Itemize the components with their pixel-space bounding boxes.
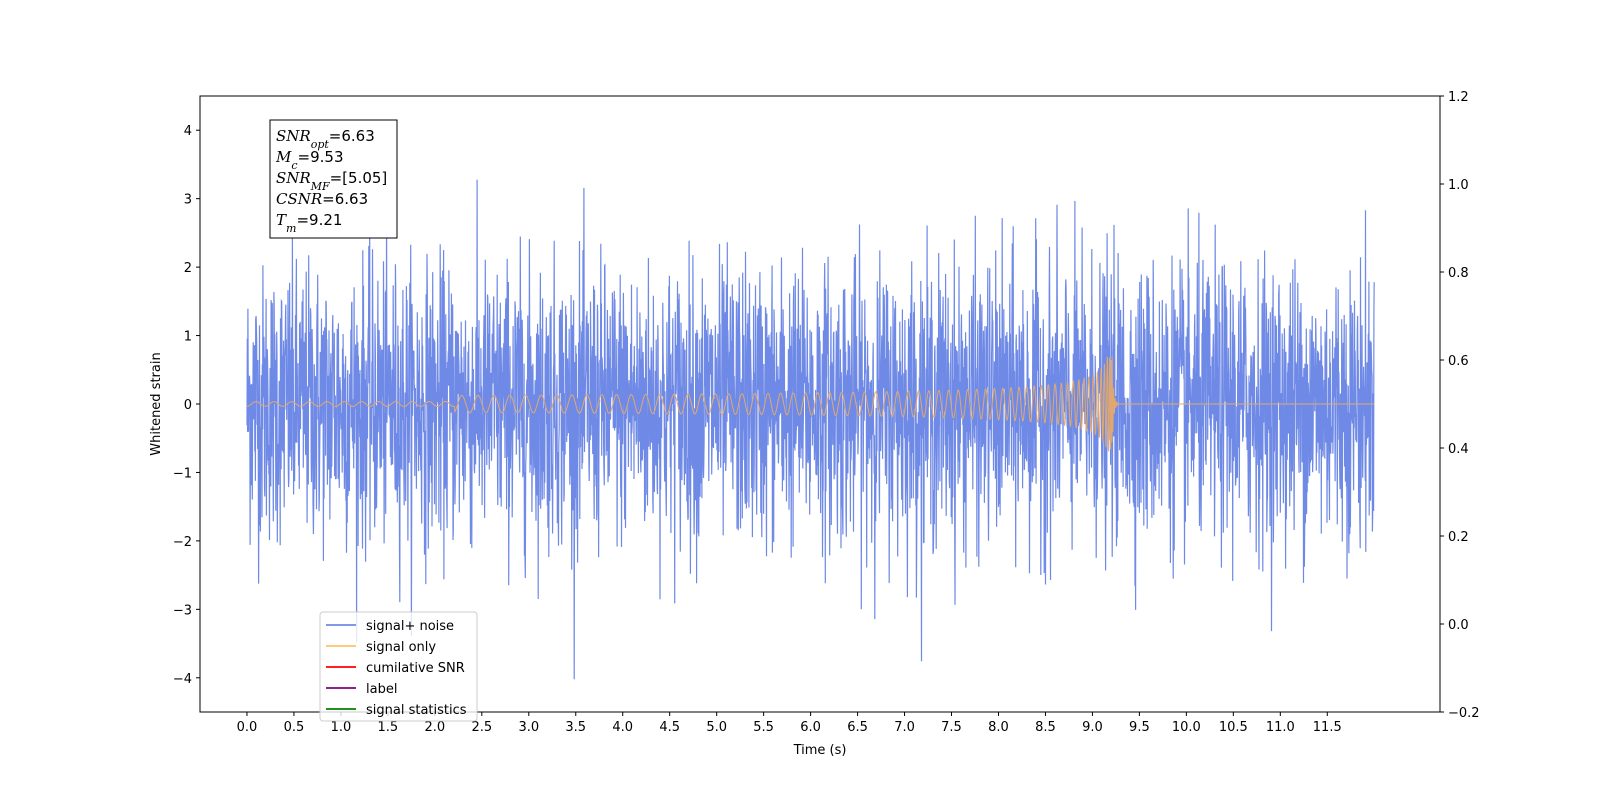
annotation-line: CSNR=6.63 xyxy=(276,190,368,208)
x-tick-label: 0.0 xyxy=(237,720,258,735)
annotation-line: SNRMF=[5.05] xyxy=(276,169,387,193)
x-tick-label: 2.0 xyxy=(425,720,446,735)
legend-label: signal statistics xyxy=(366,703,467,718)
y2-tick-label: 0.6 xyxy=(1448,354,1469,369)
y2-tick-label: 1.0 xyxy=(1448,178,1469,193)
x-tick-label: 5.0 xyxy=(706,720,727,735)
y-tick-label: 0 xyxy=(184,398,192,413)
x-tick-label: 3.0 xyxy=(518,720,539,735)
series-signal-only xyxy=(247,356,1375,452)
y2-tick-label: 0.2 xyxy=(1448,530,1469,545)
y-tick-label: −3 xyxy=(173,603,192,618)
y-axis-label: Whitened strain xyxy=(149,352,164,455)
x-tick-label: 6.0 xyxy=(800,720,821,735)
x-tick-label: 10.0 xyxy=(1172,720,1201,735)
legend-label: signal only xyxy=(366,640,436,655)
y-tick-label: 4 xyxy=(184,124,192,139)
y2-tick-label: 0.0 xyxy=(1448,618,1469,633)
y2-tick-label: −0.2 xyxy=(1448,706,1480,721)
y-tick-label: 3 xyxy=(184,193,192,208)
x-tick-label: 6.5 xyxy=(847,720,868,735)
x-tick-label: 4.5 xyxy=(659,720,680,735)
y-axis-right: 1.2 1.0 0.8 0.6 0.4 0.2 0.0 −0.2 xyxy=(1440,90,1480,721)
x-tick-label: 8.5 xyxy=(1035,720,1056,735)
annotation-line: Tm=9.21 xyxy=(276,211,342,235)
y2-tick-label: 0.8 xyxy=(1448,266,1469,281)
series-layer xyxy=(246,179,1375,680)
x-tick-label: 7.5 xyxy=(941,720,962,735)
y-axis-left: 4 3 2 1 0 −1 −2 −3 −4 xyxy=(173,124,200,687)
x-tick-label: 11.5 xyxy=(1313,720,1342,735)
legend-label: signal+ noise xyxy=(366,619,454,634)
y2-tick-label: 1.2 xyxy=(1448,90,1469,105)
annotation-line: Mc=9.53 xyxy=(275,148,344,172)
y-tick-label: 2 xyxy=(184,261,192,276)
x-tick-label: 0.5 xyxy=(284,720,305,735)
series-signal-noise xyxy=(246,179,1375,680)
x-tick-label: 9.0 xyxy=(1082,720,1103,735)
legend: signal+ noise signal only cumilative SNR la… xyxy=(319,611,478,722)
x-tick-label: 1.0 xyxy=(331,720,352,735)
x-tick-label: 1.5 xyxy=(378,720,399,735)
x-tick-label: 9.5 xyxy=(1129,720,1150,735)
x-tick-label: 3.5 xyxy=(565,720,586,735)
x-tick-label: 4.0 xyxy=(612,720,633,735)
y-tick-label: −2 xyxy=(173,535,192,550)
y-tick-label: −1 xyxy=(173,466,192,481)
x-tick-label: 7.0 xyxy=(894,720,915,735)
y-tick-label: 1 xyxy=(184,330,192,345)
x-axis-label: Time (s) xyxy=(793,743,847,758)
x-tick-label: 5.5 xyxy=(753,720,774,735)
legend-label: label xyxy=(366,682,397,697)
y-tick-label: −4 xyxy=(173,672,192,687)
x-tick-label: 11.0 xyxy=(1266,720,1295,735)
x-tick-label: 2.5 xyxy=(471,720,492,735)
x-tick-label: 8.0 xyxy=(988,720,1009,735)
annotation-line: SNRopt=6.63 xyxy=(276,127,375,151)
x-tick-label: 10.5 xyxy=(1219,720,1248,735)
x-axis: 0.0 0.5 1.0 1.5 2.0 2.5 3.0 3.5 4.0 4.5 5.0 5.5 6.0 6… xyxy=(237,712,1342,735)
y2-tick-label: 0.4 xyxy=(1448,442,1469,457)
legend-label: cumilative SNR xyxy=(366,661,465,676)
